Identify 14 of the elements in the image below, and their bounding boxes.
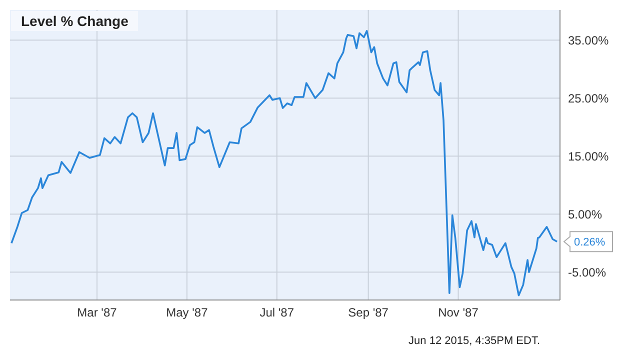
y-tick-label: 25.00%	[568, 91, 610, 106]
y-tick-label: 35.00%	[568, 33, 610, 48]
line-series	[10, 30, 558, 296]
x-tick-label: Jul '87	[260, 306, 294, 320]
y-tick-label: 5.00%	[568, 207, 602, 222]
x-tick-label: May '87	[166, 306, 208, 320]
y-tick-label: -5.00%	[568, 265, 606, 280]
x-tick-label: Mar '87	[77, 306, 118, 320]
x-tick-label: Sep '87	[348, 306, 389, 320]
chart-title: Level % Change	[11, 11, 138, 31]
x-tick-label: Nov '87	[438, 306, 479, 320]
data-label: 0.26%	[574, 236, 606, 249]
text: Jun 12 2015, 4:35PM EDT.	[408, 335, 540, 347]
y-tick-label: 15.00%	[568, 149, 610, 164]
